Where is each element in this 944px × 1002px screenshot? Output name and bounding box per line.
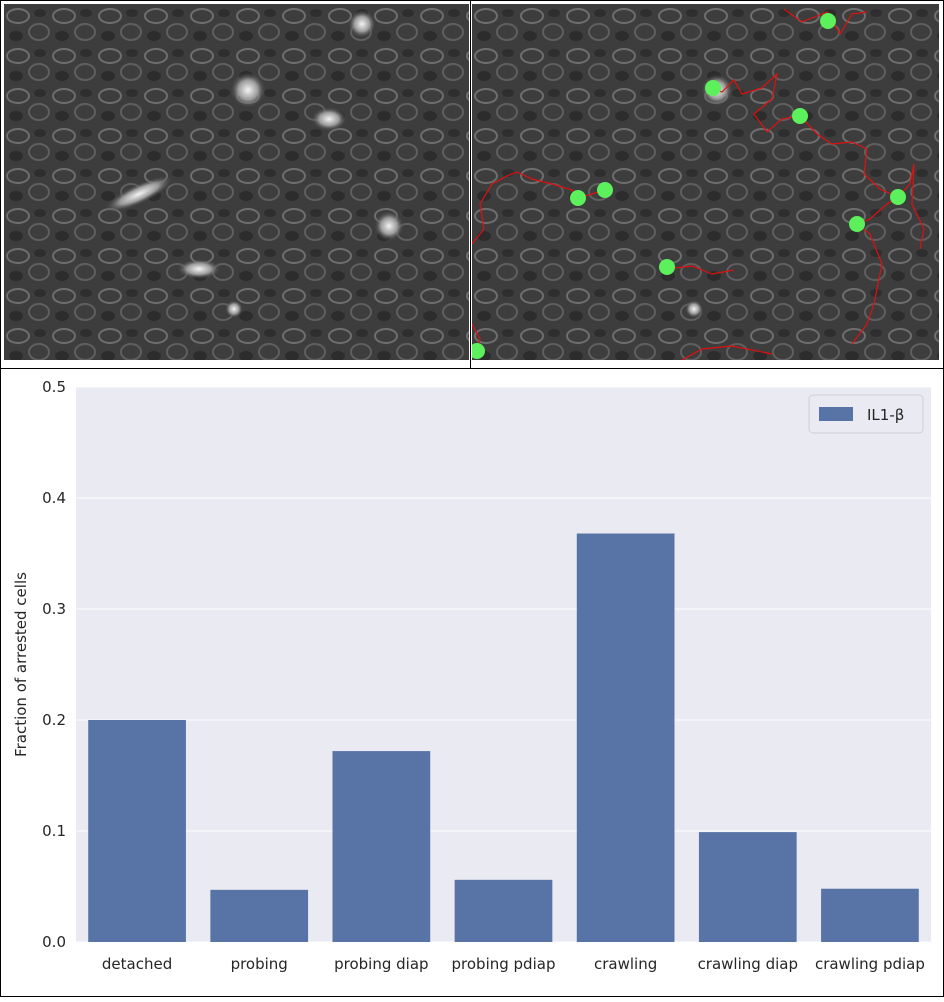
bars	[88, 533, 919, 942]
legend-label: IL1-β	[867, 406, 904, 424]
micrograph-left-image	[4, 4, 469, 360]
x-tick-labels: detached probing probing diap probing pdiap…	[102, 955, 925, 973]
x-tick-label: crawling diap	[698, 955, 798, 973]
tracked-cell-marker	[659, 259, 675, 275]
legend-box	[808, 394, 924, 434]
legend-swatch	[819, 407, 853, 421]
y-tick-label: 0.5	[42, 378, 66, 396]
section-divider	[1, 368, 944, 369]
bar-crawling-pdiap	[821, 888, 919, 942]
x-tick-label: probing diap	[334, 955, 428, 973]
micrograph-left	[4, 4, 469, 360]
bar-chart: 0.0 0.1 0.2 0.3 0.4 0.5 detached probing probin…	[1, 369, 944, 998]
bar-chart-svg: 0.0 0.1 0.2 0.3 0.4 0.5 detached probing probin…	[12, 378, 931, 973]
x-tick-label: probing	[231, 955, 288, 973]
bar-crawling-diap	[698, 832, 797, 942]
bar-detached	[88, 720, 186, 942]
bar-probing-pdiap	[454, 879, 553, 942]
x-tick-label: crawling pdiap	[815, 955, 925, 973]
y-tick-label: 0.0	[42, 933, 66, 951]
tracked-cell-marker	[792, 108, 808, 124]
y-tick-label: 0.3	[42, 600, 66, 618]
x-tick-label: probing pdiap	[452, 955, 556, 973]
tracked-cell-marker	[890, 189, 906, 205]
plot-background	[76, 387, 931, 942]
bar-probing-diap	[332, 751, 431, 942]
legend: IL1-β	[808, 394, 924, 434]
x-tick-label: detached	[102, 955, 172, 973]
micrograph-right	[472, 4, 939, 360]
y-tick-label: 0.1	[42, 822, 66, 840]
bar-crawling	[576, 533, 675, 942]
tracked-cell-markers	[472, 13, 906, 359]
micrograph-right-image	[472, 4, 939, 360]
bar-probing	[210, 889, 309, 942]
panel-divider	[470, 1, 471, 369]
y-tick-label: 0.2	[42, 711, 66, 729]
tracked-cell-marker	[705, 80, 721, 96]
y-axis-label: Fraction of arrested cells	[12, 572, 30, 757]
tracked-cell-marker	[570, 190, 586, 206]
tracked-cell-marker	[472, 343, 485, 359]
tracked-cell-marker	[597, 182, 613, 198]
y-tick-labels: 0.0 0.1 0.2 0.3 0.4 0.5	[42, 378, 66, 951]
x-tick-label: crawling	[594, 955, 657, 973]
tracked-cell-marker	[849, 216, 865, 232]
y-tick-label: 0.4	[42, 489, 66, 507]
tracked-cell-marker	[820, 13, 836, 29]
